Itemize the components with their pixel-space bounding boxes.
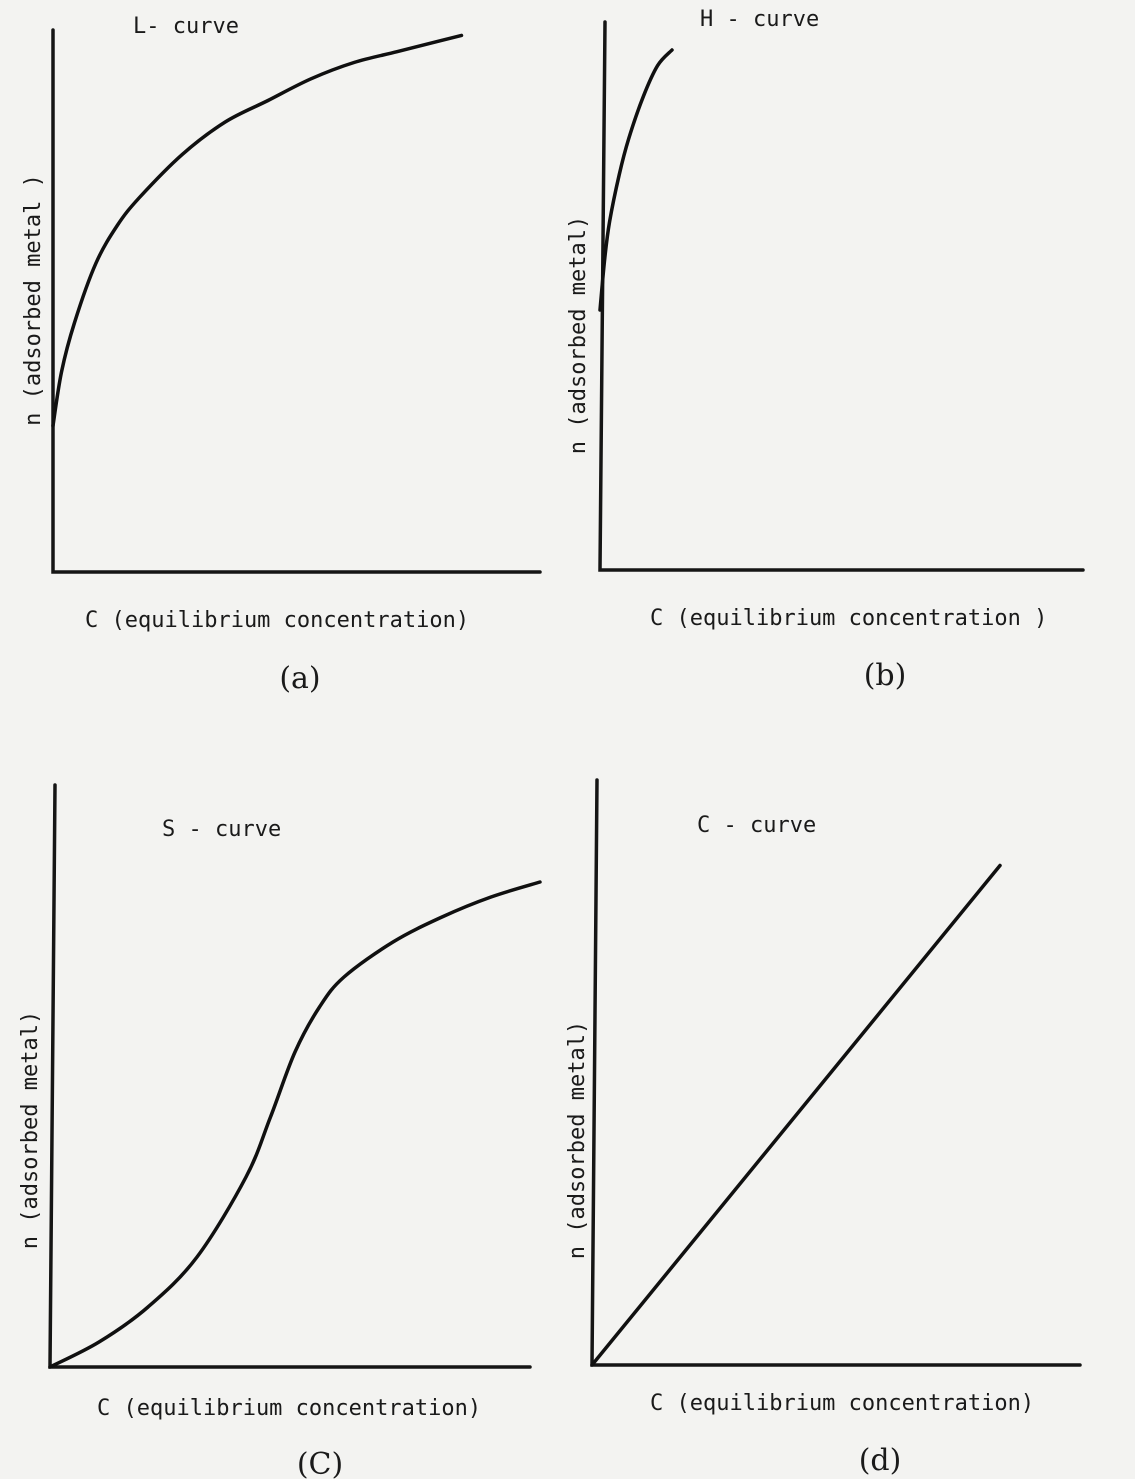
panel-a-label: (a) bbox=[279, 661, 320, 696]
panel-a-title: L- curve bbox=[133, 14, 239, 39]
panel-b-x-axis-label: C (equilibrium concentration ) bbox=[650, 606, 1047, 631]
panel-d-title: C - curve bbox=[697, 813, 816, 838]
panel-b-axes bbox=[598, 20, 1085, 572]
panel-d-label: (d) bbox=[859, 1443, 902, 1478]
panel-a-curve bbox=[51, 33, 464, 428]
panel-b: H - curve C (equilibrium concentration )… bbox=[566, 7, 1085, 693]
panel-a-x-axis-label: C (equilibrium concentration) bbox=[85, 608, 469, 633]
panel-a: L- curve C (equilibrium concentration) n… bbox=[21, 14, 542, 696]
panel-c-curve bbox=[48, 880, 542, 1369]
panel-d-curve bbox=[590, 863, 1002, 1367]
panel-d-y-axis-label: n (adsorbed metal) bbox=[565, 1021, 590, 1259]
panel-a-y-axis-label: n (adsorbed metal ) bbox=[21, 174, 46, 426]
panel-b-label: (b) bbox=[864, 658, 907, 693]
panel-d: C - curve C (equilibrium concentration) … bbox=[565, 778, 1082, 1478]
panel-b-title: H - curve bbox=[700, 7, 819, 32]
panel-b-y-axis-label: n (adsorbed metal) bbox=[566, 216, 591, 454]
panel-c: S - curve C (equilibrium concentration) … bbox=[18, 783, 542, 1479]
panel-c-label: (C) bbox=[297, 1447, 343, 1479]
panel-c-axes bbox=[48, 783, 532, 1369]
panel-c-y-axis-label: n (adsorbed metal) bbox=[18, 1011, 43, 1249]
panel-c-title: S - curve bbox=[162, 817, 281, 842]
panel-c-x-axis-label: C (equilibrium concentration) bbox=[97, 1396, 481, 1421]
panel-b-curve bbox=[598, 48, 674, 312]
panel-d-x-axis-label: C (equilibrium concentration) bbox=[650, 1391, 1034, 1416]
panel-a-axes bbox=[51, 28, 542, 574]
